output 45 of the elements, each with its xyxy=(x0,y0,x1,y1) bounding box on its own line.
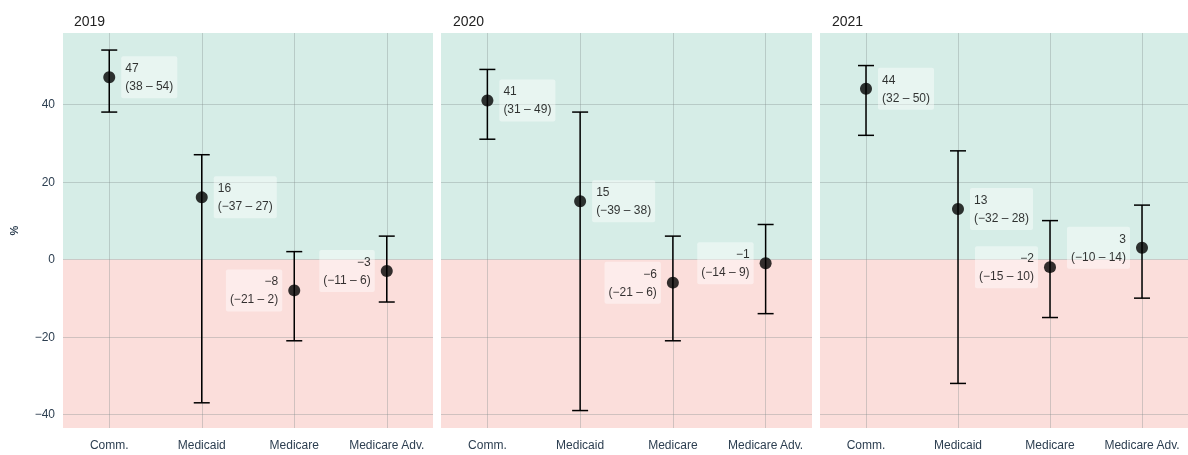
x-tick-label: Medicare Adv. xyxy=(1104,438,1180,452)
point xyxy=(1044,261,1056,274)
x-tick-label: Medicare Adv. xyxy=(349,438,425,452)
data-label: 15 (−39 – 38) xyxy=(596,185,652,218)
data-label: −1 (−14 – 9) xyxy=(701,247,750,280)
data-label: −2 (−15 – 10) xyxy=(978,251,1035,284)
x-tick-label: Medicare xyxy=(648,438,698,452)
chart-title: 2019 xyxy=(74,13,106,29)
data-label: 47 (38 – 54) xyxy=(125,61,174,94)
x-tick-label: Comm. xyxy=(89,438,129,452)
point xyxy=(860,82,872,95)
point xyxy=(481,94,494,107)
y-tick-label: −40 xyxy=(34,407,56,422)
x-tick-label: Medicare xyxy=(1025,438,1075,452)
point xyxy=(195,191,208,204)
data-label: 41 (31 – 49) xyxy=(503,84,552,117)
x-tick-label: Comm. xyxy=(846,438,886,452)
x-tick-label: Comm. xyxy=(468,438,507,452)
x-tick-label: Medicare Adv. xyxy=(728,438,804,452)
y-tick-label: −20 xyxy=(34,329,56,344)
x-tick-label: Medicaid xyxy=(556,438,605,452)
data-label: 16 (−37 – 27) xyxy=(217,181,273,214)
y-tick-label: 20 xyxy=(41,174,56,189)
point xyxy=(574,195,587,208)
data-label: −8 (−21 – 2) xyxy=(229,274,279,307)
point xyxy=(1136,241,1148,254)
data-label: −3 (−11 – 6) xyxy=(323,255,372,288)
point xyxy=(952,202,964,215)
point xyxy=(759,257,772,270)
y-tick-label: 40 xyxy=(41,97,56,112)
point xyxy=(103,71,116,84)
x-tick-label: Medicaid xyxy=(933,438,983,452)
x-tick-label: Medicare xyxy=(269,438,320,452)
point xyxy=(288,284,301,297)
point xyxy=(666,276,679,289)
y-axis-title: % xyxy=(7,225,20,236)
y-tick-label: 0 xyxy=(48,252,56,267)
data-label: 13 (−32 – 28) xyxy=(974,192,1030,225)
data-label: 3 (−10 – 14) xyxy=(1070,231,1127,264)
chart-title: 2020 xyxy=(453,13,485,29)
x-tick-label: Medicaid xyxy=(177,438,226,452)
point xyxy=(380,265,393,277)
chart-title: 2021 xyxy=(832,13,864,29)
data-label: 44 (32 – 50) xyxy=(882,72,931,105)
data-label: −6 (−21 – 6) xyxy=(608,266,658,299)
